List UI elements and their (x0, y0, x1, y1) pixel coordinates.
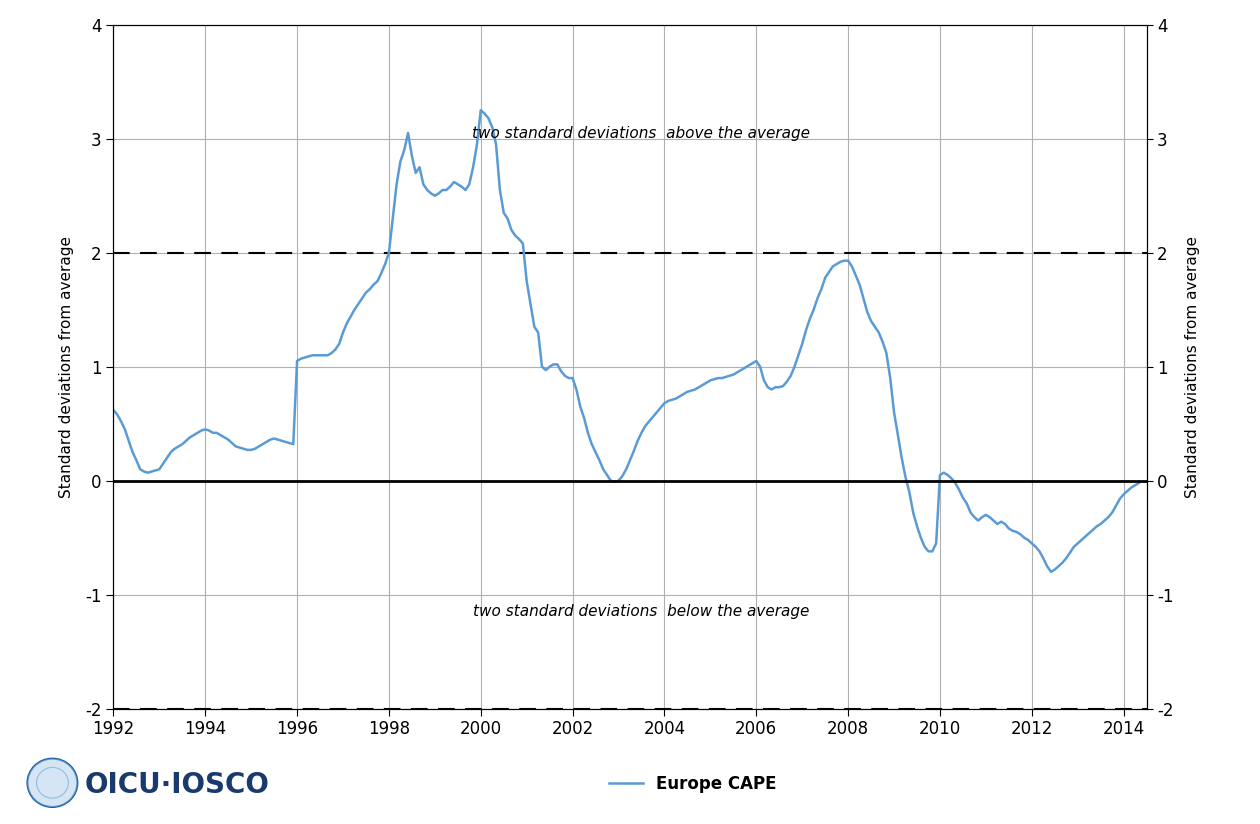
Text: two standard deviations  below the average: two standard deviations below the averag… (474, 604, 810, 620)
Y-axis label: Standard deviations from average: Standard deviations from average (1184, 236, 1200, 498)
Circle shape (28, 759, 77, 807)
Text: OICU·IOSCO: OICU·IOSCO (84, 771, 270, 799)
Y-axis label: Standard deviations from average: Standard deviations from average (59, 236, 74, 498)
Text: two standard deviations  above the average: two standard deviations above the averag… (472, 125, 810, 141)
Legend: Europe CAPE: Europe CAPE (602, 768, 784, 799)
